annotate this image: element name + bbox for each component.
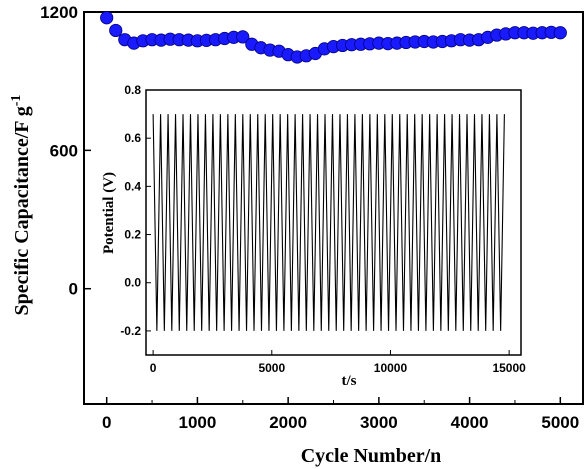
main-series-capacitance	[100, 11, 567, 64]
inset-y-tick-label: 0.6	[124, 131, 141, 145]
inset-y-tick-label: 0.0	[124, 276, 141, 290]
inset-y-tick-label: -0.2	[120, 324, 141, 338]
inset-x-axis: 0 5000 10000 15000	[150, 350, 526, 375]
data-point	[100, 11, 114, 25]
inset-x-axis-title: t/s	[342, 373, 357, 389]
main-y-tick-label: 0	[69, 280, 78, 299]
inset-y-axis-title: Potential (V)	[101, 172, 117, 254]
inset-x-tick-label: 0	[150, 361, 157, 375]
inset-y-tick-label: 0.2	[124, 228, 141, 242]
main-y-axis-title-superscript: -1	[9, 95, 24, 107]
main-x-tick-label: 3000	[360, 413, 398, 432]
main-y-axis-title: Specific Capacitance/F g-1	[9, 95, 33, 316]
inset-x-tick-label: 15000	[492, 361, 526, 375]
main-y-axis: 0 600 1200	[40, 3, 91, 299]
inset-x-tick-label: 10000	[374, 361, 408, 375]
main-y-tick-label: 1200	[40, 3, 78, 22]
main-y-tick-label: 600	[50, 141, 78, 160]
data-point	[236, 30, 250, 44]
data-point	[553, 26, 567, 40]
main-y-axis-title-base: Specific Capacitance/F g	[11, 106, 33, 315]
main-x-tick-label: 5000	[541, 413, 579, 432]
main-x-axis-title: Cycle Number/n	[301, 445, 442, 467]
inset-x-tick-label: 5000	[258, 361, 285, 375]
main-x-tick-label: 0	[102, 413, 111, 432]
svg-text:Specific Capacitance/F g-1: Specific Capacitance/F g-1	[9, 95, 33, 316]
main-x-tick-label: 1000	[178, 413, 216, 432]
main-x-tick-label: 2000	[269, 413, 307, 432]
data-point	[109, 23, 123, 38]
inset-y-tick-label: 0.8	[124, 83, 141, 97]
inset-potential-line	[152, 114, 505, 331]
inset-series-potential	[152, 114, 505, 331]
main-x-tick-label: 4000	[451, 413, 489, 432]
inset-y-tick-label: 0.4	[124, 179, 141, 193]
main-x-axis: 0 1000 2000 3000 4000 5000	[102, 397, 579, 432]
inset-y-axis: -0.2 0.0 0.2 0.4 0.6 0.8	[120, 83, 151, 338]
